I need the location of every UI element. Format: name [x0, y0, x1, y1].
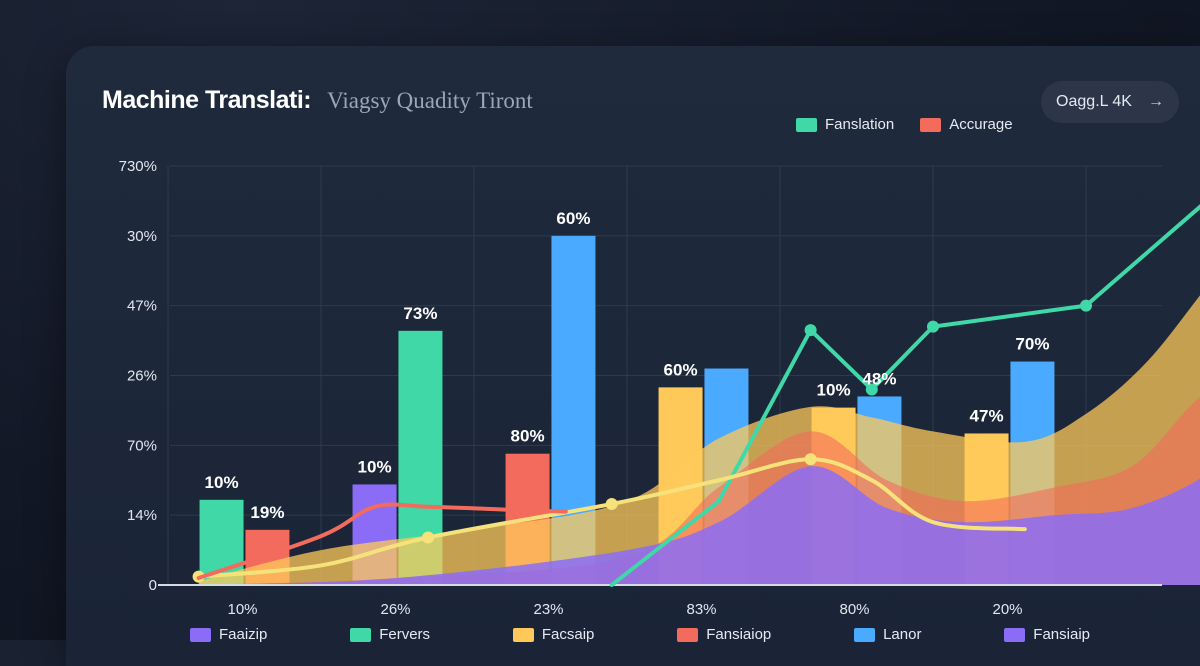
resolution-button[interactable]: Oagg.L 4K → [1041, 81, 1179, 123]
legend-swatch [920, 117, 942, 132]
legend-label: Accurage [949, 116, 1013, 133]
y-tick-label: 30% [127, 228, 157, 245]
line-marker [1080, 299, 1092, 312]
legend-item-fervers[interactable]: Fervers [350, 626, 430, 643]
legend-swatch [677, 627, 699, 642]
legend-label: Faaizip [219, 626, 268, 643]
y-tick-label: 47% [127, 298, 157, 315]
bar-value-label: 80% [511, 427, 545, 446]
bar-value-label: 19% [250, 503, 284, 522]
legend-item-accurage[interactable]: Accurage [920, 116, 1013, 133]
legend-label: Fansiaip [1033, 626, 1090, 643]
line-marker [804, 324, 817, 337]
legend-label: Lanor [883, 626, 922, 643]
legend-swatch [350, 627, 372, 642]
line-series [196, 457, 1027, 579]
legend-item-facsaip[interactable]: Facsaip [512, 626, 595, 643]
legend-label: Facsaip [541, 626, 595, 643]
bar-value-label: 10% [817, 381, 851, 400]
title-subtitle: Viagsy Quadity Tiront [327, 88, 533, 113]
arrow-right-icon: → [1147, 93, 1164, 110]
line-marker [927, 320, 939, 333]
x-tick-label: 20% [992, 601, 1022, 618]
x-tick-label: 83% [686, 601, 716, 618]
legend-bottom: Faaizip Fervers Facsaip Fansiaiop Lanor … [190, 626, 1090, 643]
line-marker [804, 453, 817, 466]
x-tick-label: 23% [533, 601, 563, 618]
legend-swatch [796, 117, 817, 132]
line-marker [422, 531, 435, 544]
y-tick-label: 0 [149, 577, 157, 594]
title-main: Machine Translati: [102, 86, 312, 114]
x-tick-label: 80% [839, 601, 869, 618]
chart-plot: 10% 19% 10% 73% 80% 60% 60% 10% 48% 47% 70% 0 14% 70%… [119, 158, 1200, 618]
legend-item-fanslation[interactable]: Fanslation [796, 116, 894, 133]
line-marker [865, 383, 878, 396]
bar-value-label: 10% [205, 473, 239, 492]
line-marker [605, 497, 618, 510]
line-series [196, 502, 568, 581]
area-series [198, 466, 1200, 585]
bar-value-label: 48% [862, 369, 896, 388]
legend-label: Fanslation [825, 116, 895, 133]
legend-item-fansiaiop[interactable]: Fansiaiop [677, 626, 771, 643]
legend-swatch [1004, 627, 1026, 642]
legend-item-lanor[interactable]: Lanor [854, 626, 921, 643]
bar-value-label: 73% [403, 304, 437, 323]
bar-value-label: 60% [556, 209, 590, 228]
bar-value-label: 47% [970, 406, 1004, 425]
bar-value-label: 60% [664, 360, 698, 379]
legend-item-faaizip[interactable]: Faaizip [190, 626, 267, 643]
legend-label: Fervers [379, 626, 431, 643]
y-tick-label: 70% [127, 437, 157, 454]
legend-label: Fansiaiop [706, 626, 772, 643]
y-tick-label: 730% [119, 158, 157, 175]
bar-value-label: 10% [358, 457, 392, 476]
legend-swatch [512, 627, 534, 642]
x-tick-label: 26% [380, 601, 410, 618]
x-tick-label: 10% [227, 601, 257, 618]
legend-top: Fanslation Accurage [796, 116, 1013, 133]
legend-swatch [854, 627, 876, 642]
y-tick-label: 26% [127, 368, 157, 385]
y-tick-label: 14% [127, 507, 157, 524]
legend-item-fansiaip[interactable]: Fansiaip [1004, 626, 1090, 643]
resolution-button-label: Oagg.L 4K [1056, 93, 1132, 110]
chart-title: Machine Translati: Viagsy Quadity Tiront [102, 86, 533, 120]
legend-swatch [190, 627, 211, 642]
bar-value-label: 70% [1015, 335, 1049, 354]
